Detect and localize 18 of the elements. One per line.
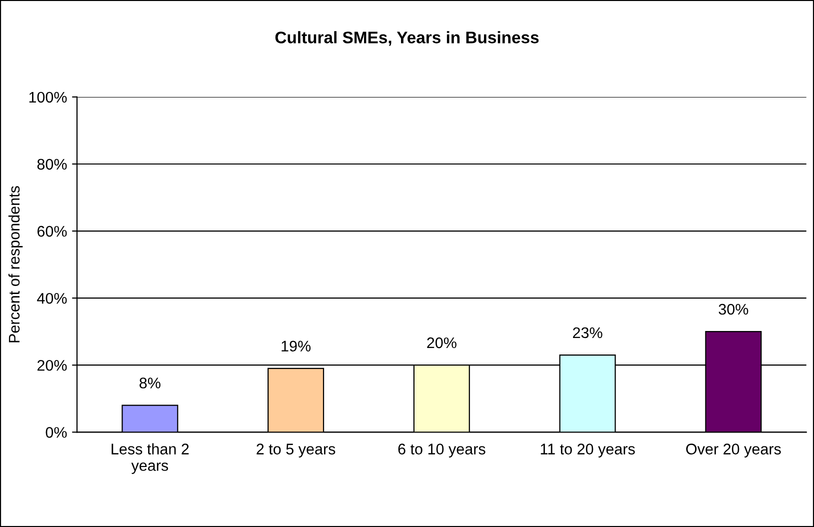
y-tick-label: 80% bbox=[37, 158, 67, 170]
y-tick-label: 20% bbox=[37, 360, 67, 371]
y-tick-label: 40% bbox=[37, 292, 67, 304]
x-tick-label: 2 to 5 years bbox=[256, 444, 336, 458]
x-tick-label: 6 to 10 years bbox=[398, 444, 486, 458]
x-tick-label: 11 to 20 years bbox=[540, 444, 635, 458]
data-label: 20% bbox=[427, 337, 456, 348]
y-tick-label: 60% bbox=[37, 226, 67, 237]
data-label: 8% bbox=[140, 378, 160, 388]
data-label: 30% bbox=[718, 304, 748, 315]
y-tick-label: 0% bbox=[46, 427, 67, 438]
x-tick-label: Less than 2 years bbox=[112, 443, 189, 474]
y-tick-label: 100% bbox=[29, 92, 67, 103]
chart-title: Cultural SMEs, Years in Business bbox=[275, 31, 539, 46]
data-label: 23% bbox=[573, 327, 602, 338]
data-label: 19% bbox=[282, 340, 311, 352]
x-tick-label: Over 20 years bbox=[686, 444, 781, 458]
y-axis-title: Percent of respondents bbox=[8, 186, 23, 342]
